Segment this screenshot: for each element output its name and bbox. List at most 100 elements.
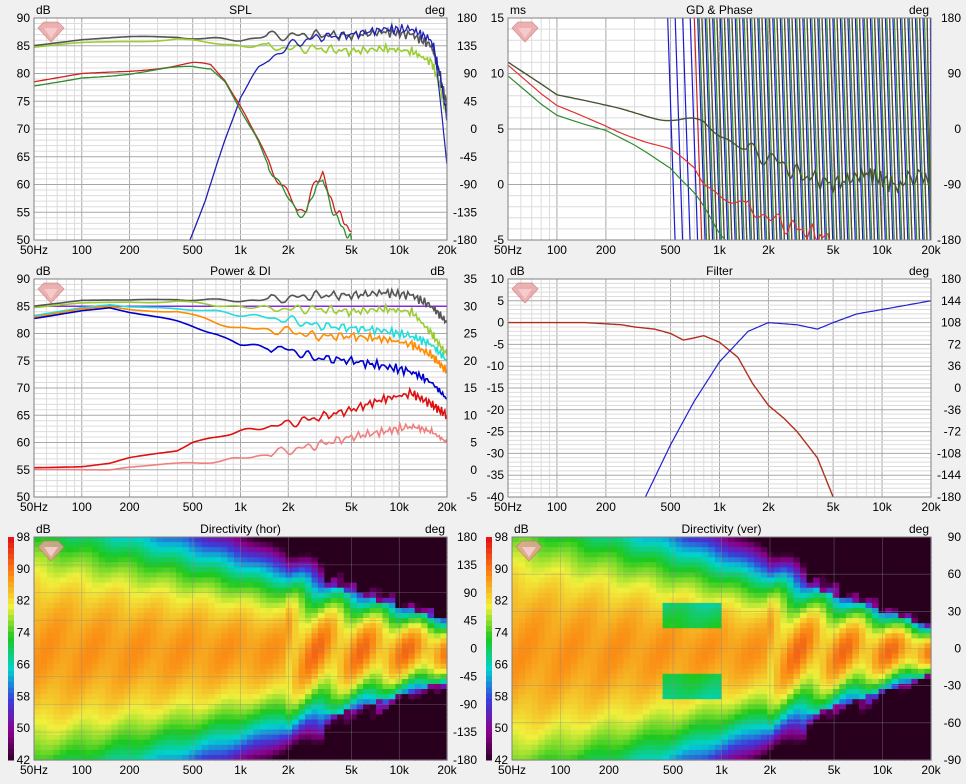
heatmap-cell — [617, 567, 624, 573]
heatmap-cell — [34, 623, 41, 629]
heatmap-cell — [695, 613, 702, 619]
heatmap-cell — [266, 623, 273, 629]
heatmap-cell — [402, 659, 409, 665]
heatmap-cell — [663, 694, 670, 700]
heatmap-cell — [357, 694, 364, 700]
heatmap-cell — [434, 679, 441, 685]
heatmap-cell — [247, 583, 254, 589]
heatmap-cell — [551, 557, 558, 563]
heatmap-cell — [421, 623, 428, 629]
heatmap-cell — [47, 689, 54, 695]
heatmap-cell — [722, 649, 729, 655]
heatmap-cell — [735, 542, 742, 548]
heatmap-cell — [708, 618, 715, 624]
heatmap-cell — [195, 557, 202, 563]
heatmap-cell — [344, 598, 351, 604]
heatmap-cell — [551, 583, 558, 589]
heatmap-cell — [221, 557, 228, 563]
heatmap-cell — [137, 709, 144, 715]
heatmap-cell — [610, 542, 617, 548]
heatmap-cell — [47, 714, 54, 720]
heatmap-cell — [597, 583, 604, 589]
heatmap-cell — [636, 714, 643, 720]
heatmap-cell — [253, 659, 260, 665]
heatmap-cell — [273, 567, 280, 573]
heatmap-cell — [292, 573, 299, 579]
heatmap-cell — [73, 537, 80, 543]
heatmap-cell — [92, 557, 99, 563]
heatmap-cell — [591, 567, 598, 573]
colorbar-tick-label: 82 — [17, 594, 31, 608]
heatmap-cell — [176, 542, 183, 548]
heatmap-cell — [669, 633, 676, 639]
heatmap-cell — [682, 562, 689, 568]
heatmap-cell — [715, 583, 722, 589]
heatmap-cell — [337, 547, 344, 553]
heatmap-cell — [434, 704, 441, 710]
heatmap-cell — [228, 628, 235, 634]
heatmap-cell — [357, 709, 364, 715]
heatmap-cell — [241, 694, 248, 700]
heatmap-cell — [131, 664, 138, 670]
heatmap-cell — [105, 740, 112, 746]
heatmap-cell — [421, 684, 428, 690]
x-tick-label: 500 — [183, 243, 203, 257]
heatmap-cell — [722, 659, 729, 665]
heatmap-cell — [176, 659, 183, 665]
heatmap-cell — [663, 659, 670, 665]
heatmap-cell — [708, 659, 715, 665]
heatmap-cell — [722, 567, 729, 573]
heatmap-cell — [578, 567, 585, 573]
heatmap-cell — [370, 618, 377, 624]
y-tick-label: 60 — [17, 436, 31, 450]
heatmap-cell — [591, 552, 598, 558]
heatmap-cell — [415, 664, 422, 670]
heatmap-cell — [434, 669, 441, 675]
heatmap-cell — [728, 725, 735, 731]
heatmap-cell — [650, 714, 657, 720]
heatmap-cell — [551, 654, 558, 660]
heatmap-cell — [111, 684, 118, 690]
heatmap-cell — [564, 669, 571, 675]
heatmap-cell — [234, 750, 241, 756]
heatmap-cell — [610, 659, 617, 665]
heatmap-cell — [708, 603, 715, 609]
x-tick-label: 200 — [596, 500, 616, 514]
heatmap-cell — [241, 669, 248, 675]
heatmap-cell — [337, 578, 344, 584]
heatmap-cell — [597, 750, 604, 756]
heatmap-cell — [512, 552, 519, 558]
heatmap-cell — [41, 709, 48, 715]
heatmap-cell — [656, 618, 663, 624]
heatmap-cell — [292, 623, 299, 629]
heatmap-cell — [578, 593, 585, 599]
heatmap-cell — [137, 730, 144, 736]
heatmap-cell — [279, 679, 286, 685]
heatmap-cell — [525, 598, 532, 604]
heatmap-cell — [663, 567, 670, 573]
heatmap-cell — [337, 679, 344, 685]
heatmap-cell — [124, 669, 131, 675]
heatmap-cell — [604, 583, 611, 589]
heatmap-cell — [150, 608, 157, 614]
heatmap-cell — [273, 649, 280, 655]
heatmap-cell — [571, 562, 578, 568]
heatmap-cell — [610, 638, 617, 644]
heatmap-cell — [299, 750, 306, 756]
heatmap-cell — [124, 567, 131, 573]
x-tick-label: 20k — [437, 243, 457, 257]
heatmap-cell — [357, 608, 364, 614]
heatmap-cell — [656, 735, 663, 741]
heatmap-cell — [421, 633, 428, 639]
heatmap-cell — [195, 720, 202, 726]
heatmap-cell — [708, 679, 715, 685]
heatmap-cell — [247, 618, 254, 624]
heatmap-cell — [170, 567, 177, 573]
heatmap-cell — [299, 684, 306, 690]
heatmap-cell — [370, 704, 377, 710]
heatmap-cell — [558, 638, 565, 644]
heatmap-cell — [260, 557, 267, 563]
heatmap-cell — [228, 623, 235, 629]
heatmap-cell — [722, 598, 729, 604]
heatmap-cell — [376, 603, 383, 609]
